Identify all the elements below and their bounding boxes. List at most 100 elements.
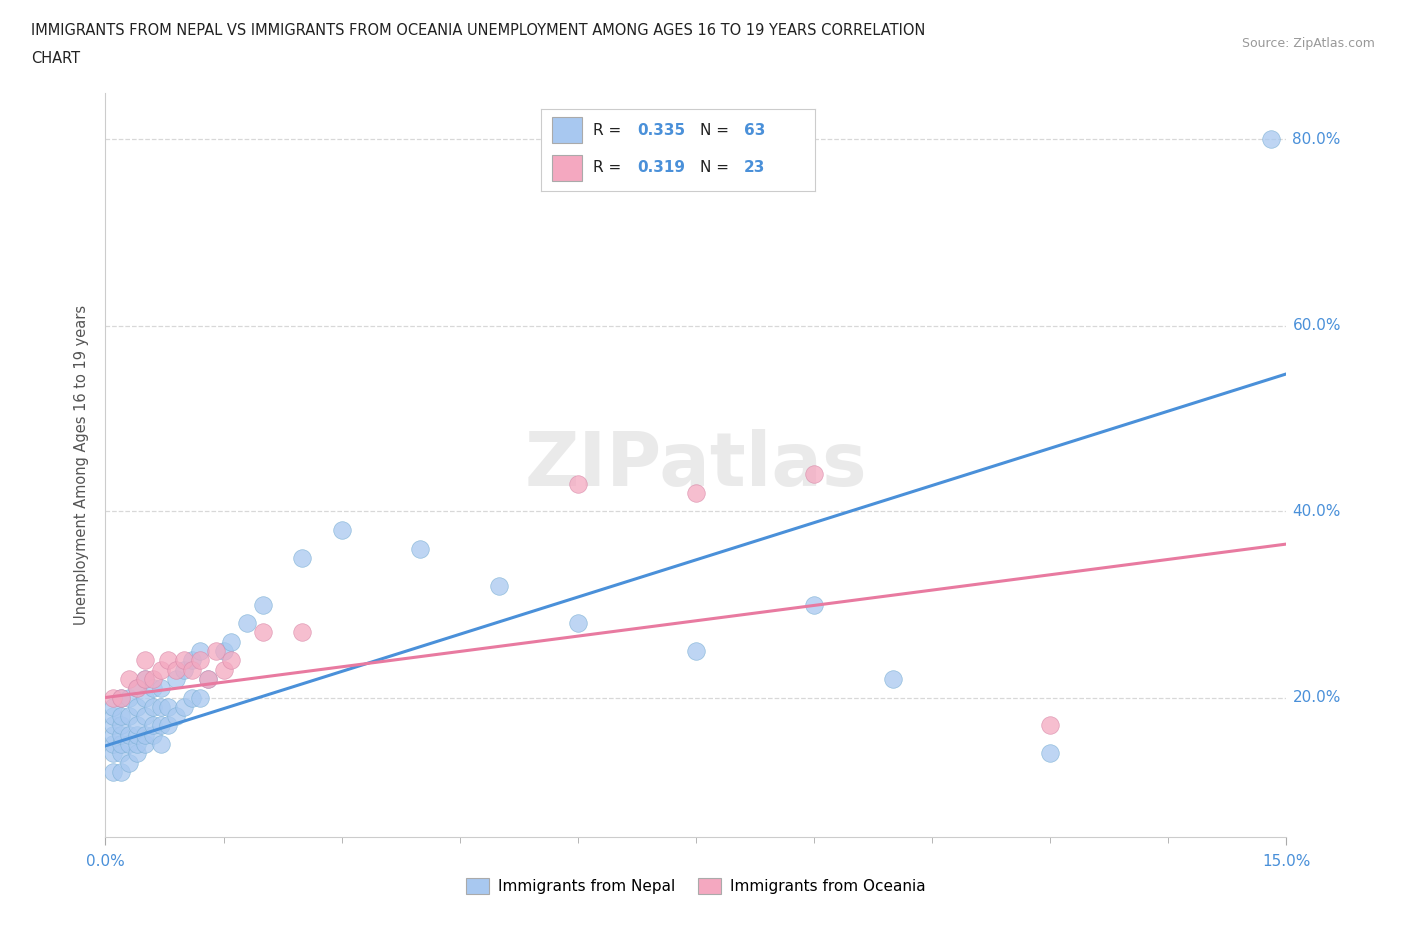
Point bbox=[110, 718, 132, 733]
Point bbox=[134, 737, 156, 751]
Text: 63: 63 bbox=[744, 123, 766, 138]
Point bbox=[291, 551, 314, 565]
Point bbox=[125, 699, 148, 714]
Point bbox=[142, 699, 165, 714]
Text: CHART: CHART bbox=[31, 51, 80, 66]
Point bbox=[118, 755, 141, 770]
Point bbox=[1260, 132, 1282, 147]
Point bbox=[685, 485, 707, 500]
Point bbox=[157, 718, 180, 733]
Point bbox=[188, 644, 211, 658]
Point bbox=[118, 671, 141, 686]
Point bbox=[409, 541, 432, 556]
Point bbox=[149, 718, 172, 733]
Text: 0.335: 0.335 bbox=[637, 123, 685, 138]
Text: 0.319: 0.319 bbox=[637, 160, 685, 175]
Y-axis label: Unemployment Among Ages 16 to 19 years: Unemployment Among Ages 16 to 19 years bbox=[75, 305, 90, 625]
Point bbox=[149, 699, 172, 714]
Point bbox=[142, 671, 165, 686]
Text: 23: 23 bbox=[744, 160, 766, 175]
Point bbox=[685, 644, 707, 658]
Text: N =: N = bbox=[700, 160, 734, 175]
Point bbox=[103, 764, 125, 779]
Text: ZIPatlas: ZIPatlas bbox=[524, 429, 868, 501]
Point bbox=[125, 681, 148, 696]
Text: 60.0%: 60.0% bbox=[1292, 318, 1341, 333]
Text: 80.0%: 80.0% bbox=[1292, 132, 1341, 147]
Point bbox=[110, 690, 132, 705]
Point bbox=[125, 681, 148, 696]
Point bbox=[103, 727, 125, 742]
Text: 20.0%: 20.0% bbox=[1292, 690, 1341, 705]
Point bbox=[221, 634, 243, 649]
Point bbox=[803, 597, 825, 612]
Point bbox=[181, 690, 204, 705]
Point bbox=[197, 671, 219, 686]
Point bbox=[188, 690, 211, 705]
Point bbox=[567, 476, 589, 491]
Point bbox=[103, 690, 125, 705]
Point bbox=[103, 718, 125, 733]
Point bbox=[103, 699, 125, 714]
Point bbox=[125, 727, 148, 742]
FancyBboxPatch shape bbox=[553, 154, 582, 180]
Point bbox=[165, 671, 187, 686]
Point bbox=[110, 746, 132, 761]
Point bbox=[103, 737, 125, 751]
Point bbox=[165, 709, 187, 724]
Point bbox=[118, 727, 141, 742]
Point bbox=[212, 662, 235, 677]
Point bbox=[488, 578, 510, 593]
Point bbox=[165, 662, 187, 677]
Point bbox=[134, 690, 156, 705]
Point bbox=[149, 681, 172, 696]
Legend: Immigrants from Nepal, Immigrants from Oceania: Immigrants from Nepal, Immigrants from O… bbox=[460, 871, 932, 900]
Point bbox=[134, 671, 156, 686]
Text: IMMIGRANTS FROM NEPAL VS IMMIGRANTS FROM OCEANIA UNEMPLOYMENT AMONG AGES 16 TO 1: IMMIGRANTS FROM NEPAL VS IMMIGRANTS FROM… bbox=[31, 23, 925, 38]
Point bbox=[236, 616, 259, 631]
Point bbox=[221, 653, 243, 668]
Point bbox=[110, 709, 132, 724]
Point bbox=[157, 653, 180, 668]
Point bbox=[134, 653, 156, 668]
Point bbox=[330, 523, 353, 538]
Point bbox=[142, 727, 165, 742]
Point bbox=[204, 644, 226, 658]
Point bbox=[142, 681, 165, 696]
Point bbox=[118, 690, 141, 705]
Point bbox=[110, 690, 132, 705]
Point bbox=[252, 597, 274, 612]
Point bbox=[134, 709, 156, 724]
Point bbox=[125, 746, 148, 761]
Point bbox=[567, 616, 589, 631]
Text: Source: ZipAtlas.com: Source: ZipAtlas.com bbox=[1241, 37, 1375, 50]
Text: R =: R = bbox=[593, 160, 627, 175]
Point bbox=[803, 467, 825, 482]
Point bbox=[125, 737, 148, 751]
FancyBboxPatch shape bbox=[553, 117, 582, 143]
Point bbox=[118, 709, 141, 724]
Point bbox=[291, 625, 314, 640]
Point bbox=[134, 727, 156, 742]
Text: R =: R = bbox=[593, 123, 627, 138]
Point bbox=[188, 653, 211, 668]
Point bbox=[882, 671, 904, 686]
Point bbox=[103, 746, 125, 761]
Text: 40.0%: 40.0% bbox=[1292, 504, 1341, 519]
Point bbox=[142, 718, 165, 733]
Point bbox=[173, 662, 195, 677]
Point bbox=[110, 764, 132, 779]
Point bbox=[181, 662, 204, 677]
Text: N =: N = bbox=[700, 123, 734, 138]
Point bbox=[1039, 746, 1062, 761]
Point bbox=[134, 671, 156, 686]
Point bbox=[125, 718, 148, 733]
Point bbox=[118, 737, 141, 751]
Point bbox=[1039, 718, 1062, 733]
Point bbox=[110, 737, 132, 751]
Point bbox=[103, 709, 125, 724]
Point bbox=[149, 737, 172, 751]
Point bbox=[173, 653, 195, 668]
Point bbox=[149, 662, 172, 677]
Point bbox=[173, 699, 195, 714]
